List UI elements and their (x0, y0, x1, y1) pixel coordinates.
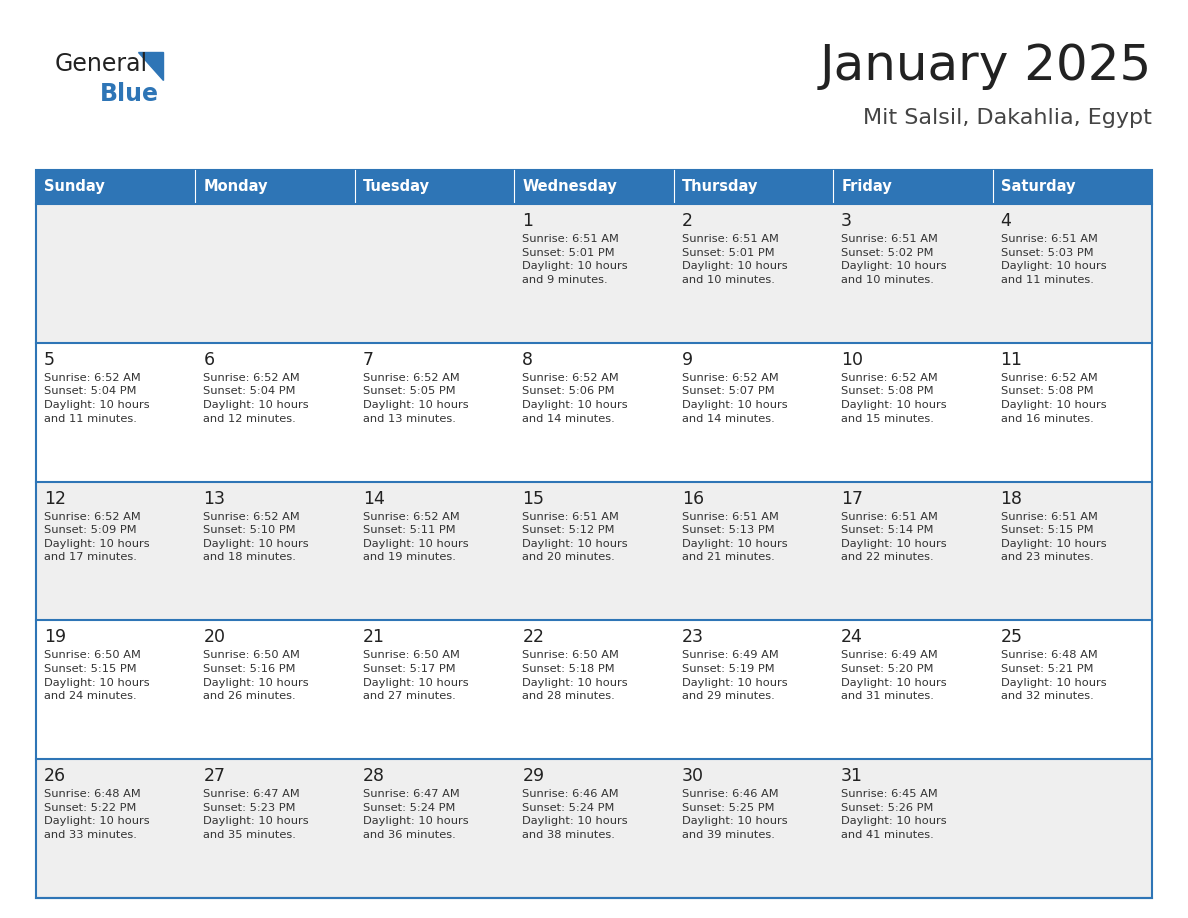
Text: Sunrise: 6:49 AM
Sunset: 5:20 PM
Daylight: 10 hours
and 31 minutes.: Sunrise: 6:49 AM Sunset: 5:20 PM Dayligh… (841, 650, 947, 701)
Text: Sunrise: 6:50 AM
Sunset: 5:15 PM
Daylight: 10 hours
and 24 minutes.: Sunrise: 6:50 AM Sunset: 5:15 PM Dayligh… (44, 650, 150, 701)
Text: 23: 23 (682, 629, 703, 646)
Text: Sunrise: 6:52 AM
Sunset: 5:05 PM
Daylight: 10 hours
and 13 minutes.: Sunrise: 6:52 AM Sunset: 5:05 PM Dayligh… (362, 373, 468, 423)
Bar (36, 621, 1152, 759)
Text: Sunrise: 6:51 AM
Sunset: 5:13 PM
Daylight: 10 hours
and 21 minutes.: Sunrise: 6:51 AM Sunset: 5:13 PM Dayligh… (682, 511, 788, 563)
Text: 3: 3 (841, 212, 852, 230)
Bar (833, 170, 992, 204)
Text: 13: 13 (203, 489, 226, 508)
Text: General: General (55, 52, 148, 76)
Text: Blue: Blue (100, 82, 159, 106)
Text: Mit Salsil, Dakahlia, Egypt: Mit Salsil, Dakahlia, Egypt (864, 108, 1152, 128)
Text: Sunrise: 6:51 AM
Sunset: 5:02 PM
Daylight: 10 hours
and 10 minutes.: Sunrise: 6:51 AM Sunset: 5:02 PM Dayligh… (841, 234, 947, 285)
Text: 22: 22 (523, 629, 544, 646)
Text: 30: 30 (682, 767, 703, 785)
Text: Sunrise: 6:52 AM
Sunset: 5:06 PM
Daylight: 10 hours
and 14 minutes.: Sunrise: 6:52 AM Sunset: 5:06 PM Dayligh… (523, 373, 628, 423)
Text: Wednesday: Wednesday (523, 180, 617, 195)
Text: 11: 11 (1000, 351, 1023, 369)
Text: 15: 15 (523, 489, 544, 508)
Text: Sunrise: 6:47 AM
Sunset: 5:23 PM
Daylight: 10 hours
and 35 minutes.: Sunrise: 6:47 AM Sunset: 5:23 PM Dayligh… (203, 789, 309, 840)
Text: Monday: Monday (203, 180, 268, 195)
Bar (36, 204, 1152, 342)
Bar (36, 170, 1152, 898)
Text: Sunrise: 6:52 AM
Sunset: 5:08 PM
Daylight: 10 hours
and 16 minutes.: Sunrise: 6:52 AM Sunset: 5:08 PM Dayligh… (1000, 373, 1106, 423)
Polygon shape (138, 52, 163, 80)
Bar (514, 170, 674, 204)
Bar (36, 170, 196, 204)
Text: Sunrise: 6:48 AM
Sunset: 5:21 PM
Daylight: 10 hours
and 32 minutes.: Sunrise: 6:48 AM Sunset: 5:21 PM Dayligh… (1000, 650, 1106, 701)
Text: 19: 19 (44, 629, 67, 646)
Text: Sunrise: 6:52 AM
Sunset: 5:04 PM
Daylight: 10 hours
and 11 minutes.: Sunrise: 6:52 AM Sunset: 5:04 PM Dayligh… (44, 373, 150, 423)
Text: 29: 29 (523, 767, 544, 785)
Text: 10: 10 (841, 351, 864, 369)
Text: Sunrise: 6:48 AM
Sunset: 5:22 PM
Daylight: 10 hours
and 33 minutes.: Sunrise: 6:48 AM Sunset: 5:22 PM Dayligh… (44, 789, 150, 840)
Text: Sunrise: 6:52 AM
Sunset: 5:08 PM
Daylight: 10 hours
and 15 minutes.: Sunrise: 6:52 AM Sunset: 5:08 PM Dayligh… (841, 373, 947, 423)
Text: 12: 12 (44, 489, 67, 508)
Text: January 2025: January 2025 (820, 42, 1152, 90)
Text: 21: 21 (362, 629, 385, 646)
Text: Sunrise: 6:52 AM
Sunset: 5:11 PM
Daylight: 10 hours
and 19 minutes.: Sunrise: 6:52 AM Sunset: 5:11 PM Dayligh… (362, 511, 468, 563)
Text: Tuesday: Tuesday (362, 180, 430, 195)
Text: Sunrise: 6:51 AM
Sunset: 5:14 PM
Daylight: 10 hours
and 22 minutes.: Sunrise: 6:51 AM Sunset: 5:14 PM Dayligh… (841, 511, 947, 563)
Text: Friday: Friday (841, 180, 892, 195)
Text: Sunrise: 6:52 AM
Sunset: 5:10 PM
Daylight: 10 hours
and 18 minutes.: Sunrise: 6:52 AM Sunset: 5:10 PM Dayligh… (203, 511, 309, 563)
Text: Sunrise: 6:49 AM
Sunset: 5:19 PM
Daylight: 10 hours
and 29 minutes.: Sunrise: 6:49 AM Sunset: 5:19 PM Dayligh… (682, 650, 788, 701)
Text: Sunrise: 6:51 AM
Sunset: 5:15 PM
Daylight: 10 hours
and 23 minutes.: Sunrise: 6:51 AM Sunset: 5:15 PM Dayligh… (1000, 511, 1106, 563)
Text: 4: 4 (1000, 212, 1011, 230)
Text: Sunrise: 6:51 AM
Sunset: 5:12 PM
Daylight: 10 hours
and 20 minutes.: Sunrise: 6:51 AM Sunset: 5:12 PM Dayligh… (523, 511, 628, 563)
Text: Sunrise: 6:52 AM
Sunset: 5:04 PM
Daylight: 10 hours
and 12 minutes.: Sunrise: 6:52 AM Sunset: 5:04 PM Dayligh… (203, 373, 309, 423)
Text: Sunrise: 6:52 AM
Sunset: 5:07 PM
Daylight: 10 hours
and 14 minutes.: Sunrise: 6:52 AM Sunset: 5:07 PM Dayligh… (682, 373, 788, 423)
Text: 17: 17 (841, 489, 864, 508)
Text: 1: 1 (523, 212, 533, 230)
Text: 31: 31 (841, 767, 864, 785)
Bar (355, 170, 514, 204)
Text: Sunrise: 6:50 AM
Sunset: 5:18 PM
Daylight: 10 hours
and 28 minutes.: Sunrise: 6:50 AM Sunset: 5:18 PM Dayligh… (523, 650, 628, 701)
Text: 27: 27 (203, 767, 226, 785)
Bar (196, 170, 355, 204)
Text: Sunrise: 6:46 AM
Sunset: 5:24 PM
Daylight: 10 hours
and 38 minutes.: Sunrise: 6:46 AM Sunset: 5:24 PM Dayligh… (523, 789, 628, 840)
Text: Sunrise: 6:50 AM
Sunset: 5:17 PM
Daylight: 10 hours
and 27 minutes.: Sunrise: 6:50 AM Sunset: 5:17 PM Dayligh… (362, 650, 468, 701)
Text: 25: 25 (1000, 629, 1023, 646)
Text: 28: 28 (362, 767, 385, 785)
Bar (36, 482, 1152, 621)
Text: 6: 6 (203, 351, 215, 369)
Text: 2: 2 (682, 212, 693, 230)
Text: Sunrise: 6:46 AM
Sunset: 5:25 PM
Daylight: 10 hours
and 39 minutes.: Sunrise: 6:46 AM Sunset: 5:25 PM Dayligh… (682, 789, 788, 840)
Bar (36, 342, 1152, 482)
Bar (992, 170, 1152, 204)
Text: Sunrise: 6:51 AM
Sunset: 5:01 PM
Daylight: 10 hours
and 10 minutes.: Sunrise: 6:51 AM Sunset: 5:01 PM Dayligh… (682, 234, 788, 285)
Text: Sunrise: 6:50 AM
Sunset: 5:16 PM
Daylight: 10 hours
and 26 minutes.: Sunrise: 6:50 AM Sunset: 5:16 PM Dayligh… (203, 650, 309, 701)
Text: Sunrise: 6:52 AM
Sunset: 5:09 PM
Daylight: 10 hours
and 17 minutes.: Sunrise: 6:52 AM Sunset: 5:09 PM Dayligh… (44, 511, 150, 563)
Text: Sunrise: 6:51 AM
Sunset: 5:01 PM
Daylight: 10 hours
and 9 minutes.: Sunrise: 6:51 AM Sunset: 5:01 PM Dayligh… (523, 234, 628, 285)
Text: 5: 5 (44, 351, 55, 369)
Text: 24: 24 (841, 629, 862, 646)
Text: Sunrise: 6:51 AM
Sunset: 5:03 PM
Daylight: 10 hours
and 11 minutes.: Sunrise: 6:51 AM Sunset: 5:03 PM Dayligh… (1000, 234, 1106, 285)
Text: 18: 18 (1000, 489, 1023, 508)
Text: 20: 20 (203, 629, 226, 646)
Text: Sunday: Sunday (44, 180, 105, 195)
Text: Sunrise: 6:45 AM
Sunset: 5:26 PM
Daylight: 10 hours
and 41 minutes.: Sunrise: 6:45 AM Sunset: 5:26 PM Dayligh… (841, 789, 947, 840)
Bar (674, 170, 833, 204)
Text: 14: 14 (362, 489, 385, 508)
Text: 26: 26 (44, 767, 67, 785)
Text: 8: 8 (523, 351, 533, 369)
Text: Saturday: Saturday (1000, 180, 1075, 195)
Bar (36, 759, 1152, 898)
Text: 9: 9 (682, 351, 693, 369)
Text: 16: 16 (682, 489, 703, 508)
Text: Thursday: Thursday (682, 180, 758, 195)
Text: 7: 7 (362, 351, 374, 369)
Text: Sunrise: 6:47 AM
Sunset: 5:24 PM
Daylight: 10 hours
and 36 minutes.: Sunrise: 6:47 AM Sunset: 5:24 PM Dayligh… (362, 789, 468, 840)
